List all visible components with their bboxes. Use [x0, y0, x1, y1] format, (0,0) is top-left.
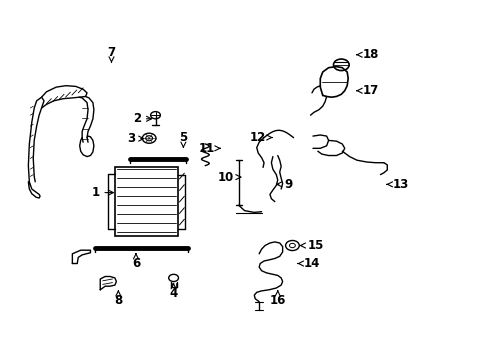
Text: 14: 14 [298, 257, 320, 270]
Text: 17: 17 [356, 84, 378, 97]
Text: 6: 6 [132, 254, 140, 270]
Text: 1: 1 [91, 186, 113, 199]
Text: 5: 5 [179, 131, 187, 147]
Text: 2: 2 [133, 112, 151, 125]
Text: 7: 7 [107, 46, 115, 62]
Text: 9: 9 [276, 178, 292, 191]
Bar [115, 167, 178, 236]
Text: 13: 13 [386, 178, 408, 191]
Text: 4: 4 [169, 284, 177, 300]
Text: 12: 12 [249, 131, 271, 144]
Text: 16: 16 [269, 291, 285, 307]
Text: 18: 18 [356, 48, 378, 61]
Text: 8: 8 [114, 291, 122, 307]
Text: 15: 15 [300, 239, 323, 252]
Text: 10: 10 [217, 171, 240, 184]
Text: 11: 11 [198, 142, 220, 155]
Text: 3: 3 [127, 132, 143, 145]
